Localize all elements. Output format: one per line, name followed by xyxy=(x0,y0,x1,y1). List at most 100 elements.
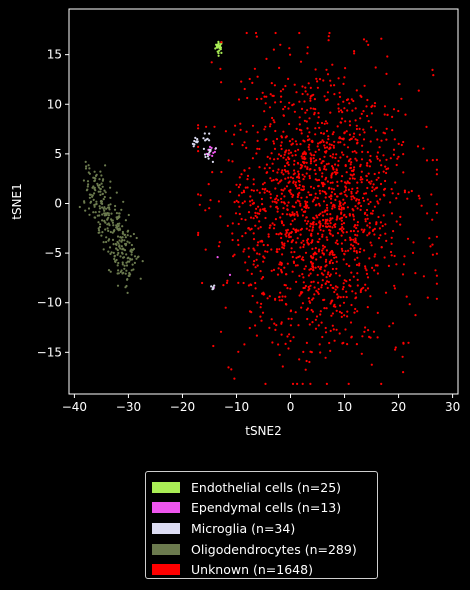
point-unknown xyxy=(379,182,383,186)
point-unknown xyxy=(270,179,273,182)
point-unknown xyxy=(279,100,282,103)
point-unknown xyxy=(282,108,285,111)
point-unknown xyxy=(319,313,322,316)
point-unknown xyxy=(349,247,352,250)
point-unknown xyxy=(283,283,286,287)
point-unknown xyxy=(330,299,333,302)
point-unknown xyxy=(330,143,333,146)
point-unknown xyxy=(309,350,312,353)
point-unknown xyxy=(356,207,359,210)
point-unknown xyxy=(290,213,293,217)
point-unknown xyxy=(318,343,321,346)
point-unknown xyxy=(238,205,241,208)
point-unknown xyxy=(327,162,330,165)
point-unknown xyxy=(246,186,249,189)
point-unknown xyxy=(319,228,322,232)
point-unknown xyxy=(249,204,252,207)
point-oligodendrocytes xyxy=(99,170,102,173)
point-microglia xyxy=(194,136,197,139)
legend-label-microglia: Microglia (n=34) xyxy=(191,520,296,536)
point-unknown xyxy=(294,264,297,267)
point-unknown xyxy=(317,265,320,268)
point-ependymal xyxy=(208,145,212,148)
point-unknown xyxy=(330,201,333,204)
point-unknown xyxy=(405,295,408,298)
point-unknown xyxy=(282,173,285,176)
point-unknown xyxy=(329,233,332,236)
point-unknown xyxy=(292,180,295,183)
point-unknown xyxy=(244,232,247,235)
point-unknown xyxy=(397,142,400,145)
point-unknown xyxy=(297,148,300,151)
point-unknown xyxy=(324,331,328,334)
point-unknown xyxy=(333,93,336,96)
point-unknown xyxy=(368,222,371,225)
point-unknown xyxy=(286,162,289,165)
point-unknown xyxy=(323,95,326,98)
point-unknown xyxy=(309,272,312,275)
point-unknown xyxy=(197,233,200,237)
point-unknown xyxy=(227,366,230,369)
point-unknown xyxy=(321,235,324,238)
point-unknown xyxy=(328,195,331,198)
point-unknown xyxy=(356,278,359,281)
point-unknown xyxy=(269,123,272,126)
point-unknown xyxy=(213,125,216,128)
point-oligodendrocytes xyxy=(125,253,128,256)
point-unknown xyxy=(238,176,241,179)
point-unknown xyxy=(377,202,380,205)
point-oligodendrocytes xyxy=(107,269,111,272)
point-unknown xyxy=(220,170,223,174)
point-oligodendrocytes xyxy=(95,173,98,176)
point-unknown xyxy=(354,205,357,208)
point-unknown xyxy=(371,189,374,193)
point-unknown xyxy=(298,184,301,187)
point-unknown xyxy=(360,170,363,173)
point-unknown xyxy=(319,310,322,313)
point-unknown xyxy=(241,144,244,147)
point-unknown xyxy=(252,247,255,250)
point-unknown xyxy=(303,119,306,122)
point-unknown xyxy=(240,80,243,83)
point-unknown xyxy=(304,152,307,155)
point-unknown xyxy=(256,212,259,215)
point-unknown xyxy=(411,251,415,254)
point-unknown xyxy=(363,131,366,134)
point-unknown xyxy=(208,207,211,210)
x-axis-label: tSNE2 xyxy=(245,424,282,438)
point-endothelial xyxy=(216,46,219,49)
point-unknown xyxy=(224,306,227,309)
point-unknown xyxy=(326,146,329,149)
point-unknown xyxy=(325,307,328,310)
point-unknown xyxy=(353,177,356,180)
point-unknown xyxy=(396,157,399,160)
point-unknown xyxy=(304,165,307,168)
point-unknown xyxy=(219,215,222,218)
point-unknown xyxy=(267,233,270,236)
point-unknown xyxy=(318,189,321,192)
point-unknown xyxy=(435,282,438,285)
point-oligodendrocytes xyxy=(112,229,116,232)
point-unknown xyxy=(377,176,380,179)
point-unknown xyxy=(297,162,300,165)
point-unknown xyxy=(340,229,344,232)
point-unknown xyxy=(335,218,338,221)
point-unknown xyxy=(354,157,357,160)
point-unknown xyxy=(297,193,300,196)
point-ependymal xyxy=(228,273,232,276)
point-unknown xyxy=(304,200,307,203)
point-unknown xyxy=(317,142,320,145)
point-unknown xyxy=(340,208,343,211)
point-unknown xyxy=(316,197,319,200)
point-unknown xyxy=(341,111,344,114)
point-unknown xyxy=(288,232,291,235)
point-unknown xyxy=(371,209,375,212)
point-oligodendrocytes xyxy=(78,205,81,209)
point-unknown xyxy=(322,273,325,276)
point-oligodendrocytes xyxy=(117,261,120,265)
point-unknown xyxy=(233,377,236,380)
point-oligodendrocytes xyxy=(124,236,127,239)
scatter-chart: −40 −30 −20 −10 0 10 20 30−15−10−5051015tSNE2tS… xyxy=(10,8,460,438)
point-unknown xyxy=(352,215,355,218)
point-unknown xyxy=(307,220,310,223)
